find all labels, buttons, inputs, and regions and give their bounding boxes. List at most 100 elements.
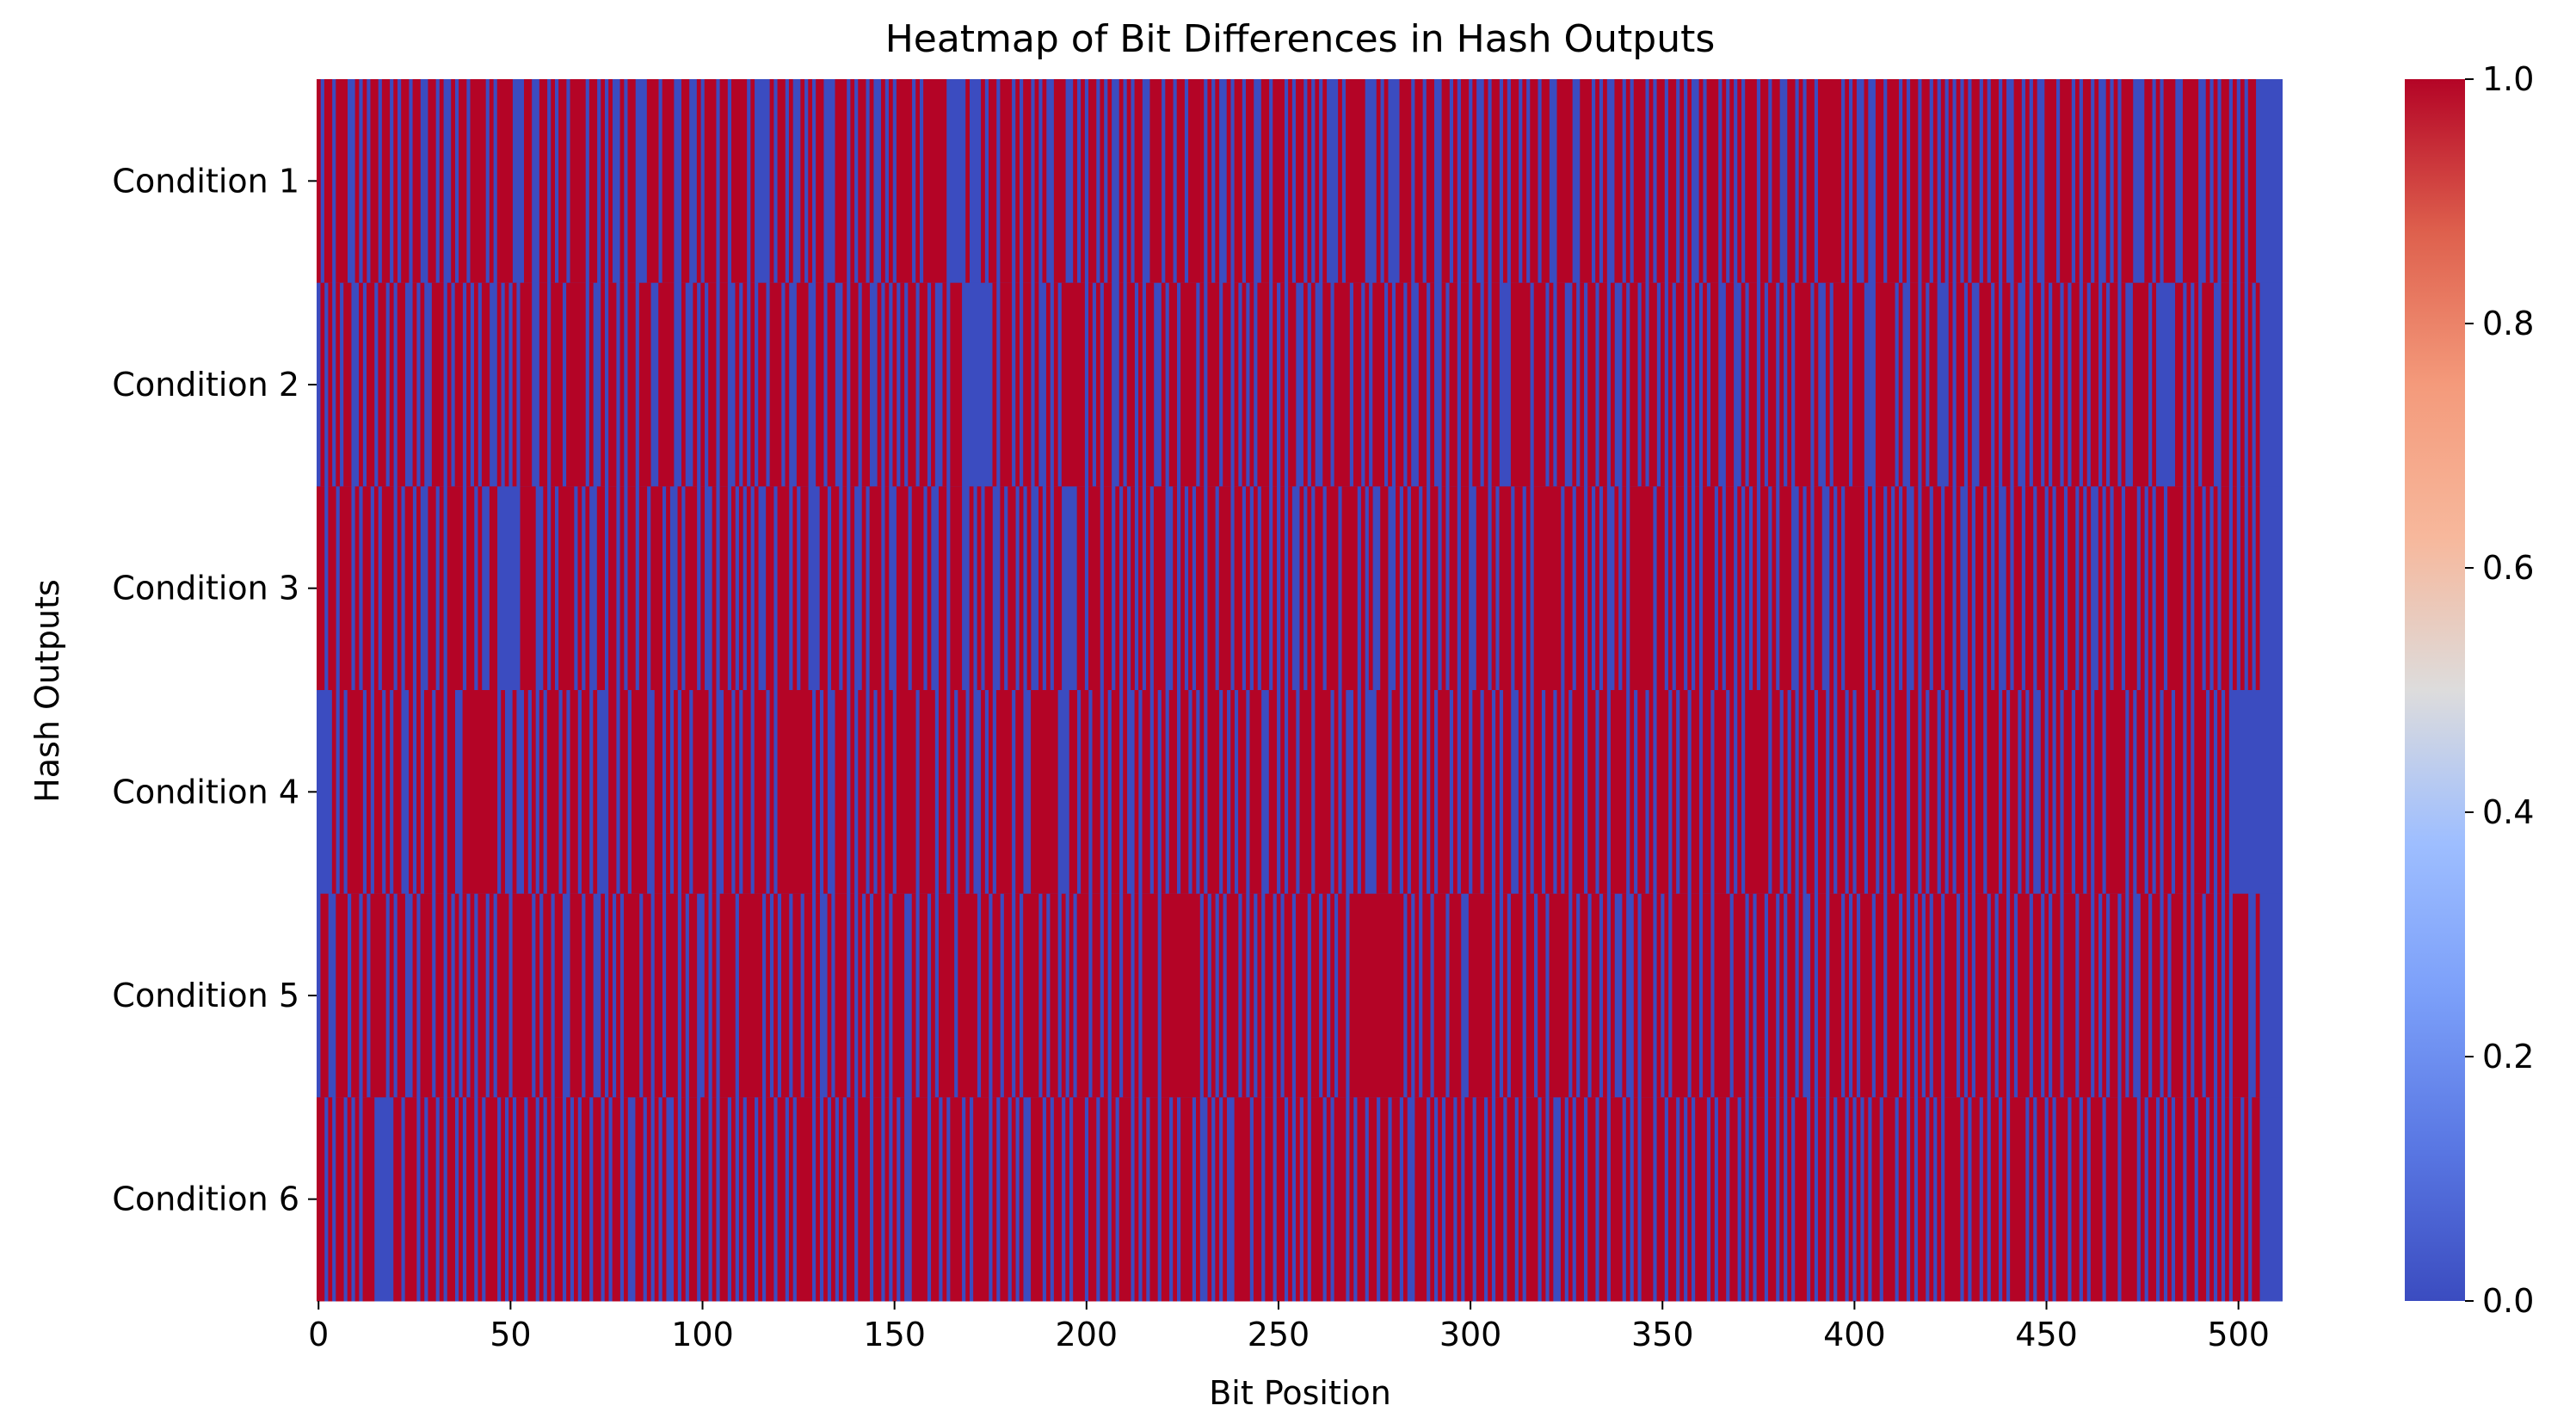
heatmap-cell-run bbox=[2002, 690, 2006, 895]
heatmap-cell-run bbox=[1418, 282, 1427, 487]
heatmap-cell-run bbox=[850, 690, 855, 895]
heatmap-cell-run bbox=[1100, 1097, 1108, 1302]
heatmap-cell-run bbox=[331, 690, 336, 895]
heatmap-cell-run bbox=[1975, 486, 1984, 691]
heatmap-cell-run bbox=[1667, 486, 1673, 691]
heatmap-cell-run bbox=[501, 1097, 505, 1302]
heatmap-cell-run bbox=[1334, 690, 1339, 895]
heatmap-cell-run bbox=[593, 1097, 601, 1302]
heatmap-cell-run bbox=[1918, 1097, 1926, 1302]
heatmap-cell-run bbox=[1649, 690, 1654, 895]
heatmap-cell-run bbox=[2136, 690, 2145, 895]
heatmap-cell-run bbox=[995, 690, 1013, 895]
heatmap-cell-run bbox=[1368, 1097, 1377, 1302]
heatmap-cell-run bbox=[1887, 486, 1892, 691]
heatmap-cell-run bbox=[788, 79, 793, 284]
heatmap-cell-run bbox=[2037, 486, 2045, 691]
heatmap-cell-run bbox=[2075, 79, 2080, 284]
heatmap-cell-run bbox=[942, 282, 947, 487]
heatmap-cell-run bbox=[2144, 79, 2153, 284]
heatmap-cell-run bbox=[2186, 893, 2191, 1098]
heatmap-cell-run bbox=[1717, 1097, 1727, 1302]
heatmap-cell-run bbox=[1649, 282, 1657, 487]
heatmap-cell-run bbox=[2002, 282, 2011, 487]
heatmap-cell-run bbox=[650, 486, 662, 691]
heatmap-cell-run bbox=[336, 79, 348, 284]
heatmap-cell-run bbox=[1015, 893, 1020, 1098]
heatmap-cell-run bbox=[1932, 79, 1938, 284]
heatmap-cell-run bbox=[685, 486, 698, 691]
heatmap-cell-run bbox=[1242, 282, 1247, 487]
heatmap-cell-run bbox=[1088, 79, 1097, 284]
heatmap-cell-run bbox=[712, 893, 717, 1098]
heatmap-cell-run bbox=[1887, 690, 1892, 895]
heatmap-cell-run bbox=[1192, 690, 1197, 895]
heatmap-cell-run bbox=[420, 1097, 425, 1302]
heatmap-cell-run bbox=[339, 486, 352, 691]
heatmap-cell-run bbox=[1845, 79, 1849, 284]
heatmap-cell-run bbox=[2232, 486, 2237, 691]
heatmap-cell-run bbox=[1414, 79, 1423, 284]
heatmap-cell-run bbox=[1610, 1097, 1623, 1302]
heatmap-cell-run bbox=[1468, 893, 1492, 1098]
heatmap-cell-run bbox=[1610, 282, 1615, 487]
heatmap-cell-run bbox=[969, 690, 974, 895]
heatmap-cell-run bbox=[1422, 893, 1431, 1098]
heatmap-cell-run bbox=[1979, 282, 1992, 487]
heatmap-cell-run bbox=[850, 282, 859, 487]
heatmap-cell-run bbox=[1338, 79, 1342, 284]
heatmap-cell-run bbox=[674, 690, 678, 895]
heatmap-cell-run bbox=[1430, 486, 1439, 691]
heatmap-cell-run bbox=[2063, 282, 2068, 487]
heatmap-cell-run bbox=[2182, 79, 2199, 284]
heatmap-cell-run bbox=[2167, 1097, 2172, 1302]
heatmap-cell-run bbox=[1495, 1097, 1504, 1302]
heatmap-cell-run bbox=[447, 893, 452, 1098]
heatmap-cell-run bbox=[2186, 690, 2191, 895]
heatmap-cell-run bbox=[1015, 690, 1024, 895]
heatmap-cell-run bbox=[1019, 486, 1024, 691]
heatmap-cell-run bbox=[938, 486, 947, 691]
heatmap-cell-run bbox=[2209, 690, 2214, 895]
heatmap-cell-run bbox=[1990, 1097, 2000, 1302]
heatmap-cell-run bbox=[1525, 690, 1531, 895]
heatmap-cell-run bbox=[570, 690, 578, 895]
heatmap-cell-run bbox=[627, 282, 636, 487]
heatmap-cell-run bbox=[654, 1097, 659, 1302]
heatmap-cell-run bbox=[539, 79, 548, 284]
heatmap-cell-run bbox=[1322, 893, 1328, 1098]
heatmap-cell-run bbox=[412, 282, 417, 487]
heatmap-cell-run bbox=[1960, 893, 1964, 1098]
heatmap-cell-run bbox=[1956, 486, 1961, 691]
colorbar-tick-label: 0.6 bbox=[2482, 549, 2534, 587]
heatmap-cell-run bbox=[850, 486, 855, 691]
heatmap-cell-run bbox=[827, 282, 835, 487]
heatmap-cell-run bbox=[354, 1097, 360, 1302]
heatmap-cell-run bbox=[596, 486, 606, 691]
heatmap-cell-run bbox=[1238, 690, 1247, 895]
heatmap-cell-run bbox=[1360, 486, 1365, 691]
heatmap-cell-run bbox=[619, 282, 625, 487]
heatmap-cell-run bbox=[2060, 79, 2072, 284]
heatmap-cell-run bbox=[416, 690, 421, 895]
x-tick-label: 350 bbox=[1631, 1316, 1694, 1353]
heatmap-cell-run bbox=[1787, 893, 1796, 1098]
heatmap-cell-run bbox=[777, 79, 786, 284]
heatmap-cell-run bbox=[1449, 486, 1457, 691]
heatmap-cell-run bbox=[2102, 282, 2107, 487]
heatmap-cell-run bbox=[1741, 1097, 1746, 1302]
heatmap-cell-run bbox=[1276, 1097, 1285, 1302]
heatmap-cell-run bbox=[1234, 282, 1239, 487]
heatmap-cell-run bbox=[708, 282, 717, 487]
heatmap-cell-run bbox=[2240, 79, 2245, 284]
heatmap-cell-run bbox=[558, 486, 575, 691]
heatmap-cell-run bbox=[1257, 282, 1270, 487]
heatmap-cell-run bbox=[1000, 282, 1013, 487]
heatmap-cell-run bbox=[1031, 690, 1058, 895]
heatmap-cell-run bbox=[1948, 690, 1953, 895]
heatmap-cell-run bbox=[2052, 893, 2061, 1098]
heatmap-cell-run bbox=[1848, 690, 1853, 895]
heatmap-cell-run bbox=[589, 79, 598, 284]
heatmap-cell-run bbox=[1737, 690, 1742, 895]
heatmap-cell-run bbox=[796, 1097, 813, 1302]
